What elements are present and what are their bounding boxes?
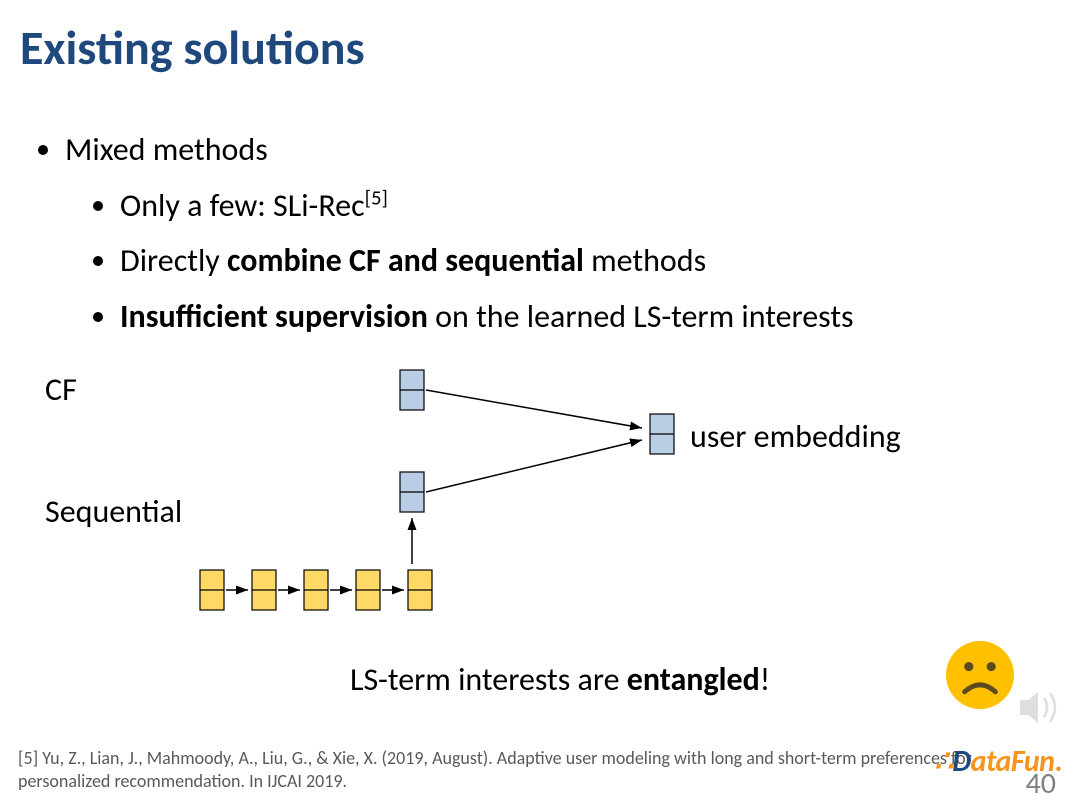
bullet-only-few: Only a few: SLi-Rec[5] — [120, 181, 854, 231]
ent-b: entangled — [627, 660, 760, 699]
ent-a: LS-term interests are — [350, 660, 627, 699]
sub3b: on the learned LS-term interests — [428, 297, 854, 336]
sub3a: Insufficient supervision — [120, 297, 428, 336]
user-embed-label: user embedding — [690, 417, 901, 456]
sub2b: combine CF and sequential — [227, 241, 584, 280]
bullet-combine: Directly combine CF and sequential metho… — [120, 236, 854, 286]
bullet-insufficient: Insufficient supervision on the learned … — [120, 292, 854, 342]
slide-title: Existing solutions — [20, 18, 365, 77]
sub1-text: Only a few: SLi-Rec — [120, 186, 365, 225]
page-number: 40 — [1026, 765, 1056, 802]
cf-label: CF — [45, 370, 77, 409]
bullet-mixed-text: Mixed methods — [65, 130, 268, 169]
sub2a: Directly — [120, 241, 227, 280]
diagram-area: CF Sequential user embedding — [0, 352, 1080, 652]
ent-c: ! — [760, 660, 770, 699]
speaker-icon — [1010, 680, 1065, 740]
bullet-list: Mixed methods Only a few: SLi-Rec[5] Dir… — [55, 125, 854, 347]
frown-icon — [945, 640, 1015, 715]
sub2c: methods — [584, 241, 706, 280]
entangled-caption: LS-term interests are entangled! — [350, 660, 770, 699]
bullet-mixed: Mixed methods Only a few: SLi-Rec[5] Dir… — [65, 125, 854, 341]
sub1-sup: [5] — [365, 184, 388, 210]
citation-text: [5] Yu, Z., Lian, J., Mahmoody, A., Liu,… — [18, 747, 998, 792]
logo-dots: ∴ — [934, 743, 950, 780]
seq-label: Sequential — [45, 492, 182, 531]
logo-d: D — [952, 743, 970, 780]
